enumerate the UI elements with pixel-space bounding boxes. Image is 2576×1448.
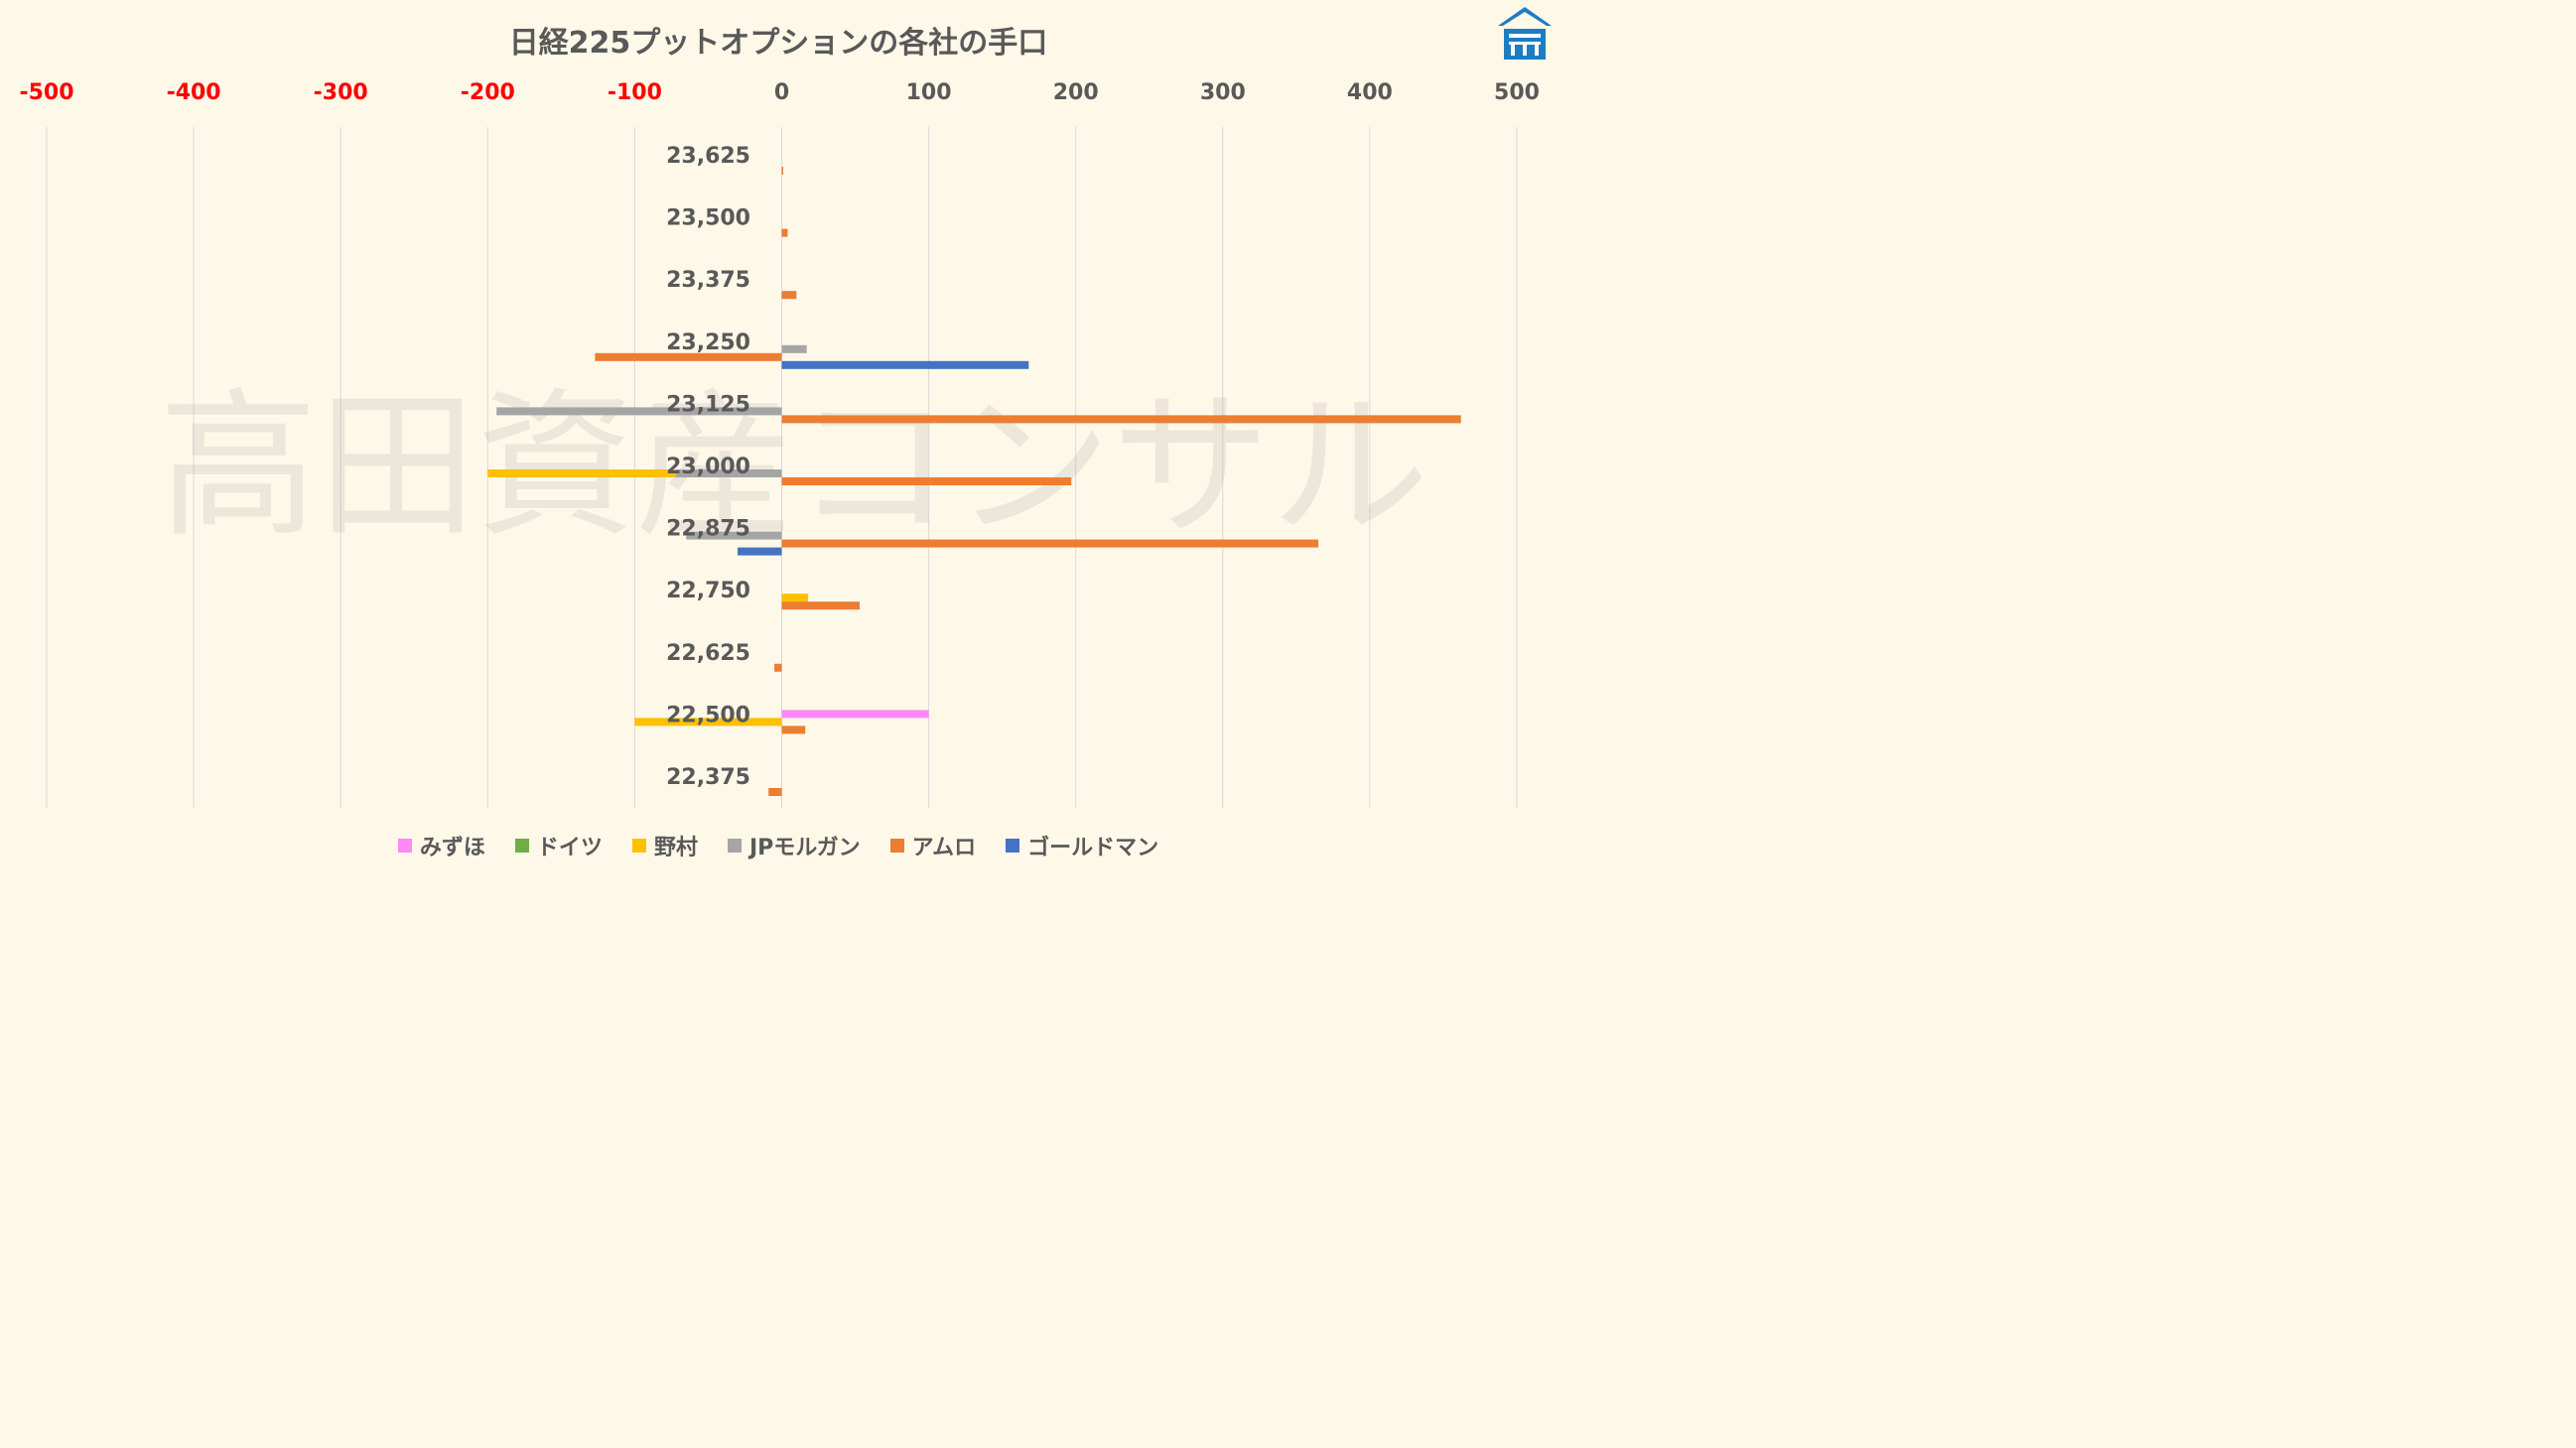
legend-swatch — [1006, 839, 1020, 853]
chart-legend: みずほ ドイツ 野村 JPモルガン アムロ ゴールドマン — [0, 830, 1557, 861]
legend-item-jpmorgan: JPモルガン — [727, 830, 861, 861]
category-label: 22,625 — [666, 641, 750, 666]
x-tick-label: 400 — [1347, 80, 1393, 105]
bar-5-3 — [781, 360, 1029, 369]
bar-5-6 — [738, 547, 782, 556]
bar-4-10 — [768, 788, 782, 796]
category-label: 23,375 — [666, 268, 750, 293]
bar-4-6 — [781, 539, 1319, 548]
bar-4-9 — [781, 725, 806, 734]
category-label: 23,625 — [666, 144, 750, 169]
chart-canvas: 高田資産コンサル -500 -400 -300 -200 -100 0 100 200 300 40… — [19, 80, 1540, 808]
legend-label: アムロ — [911, 836, 977, 860]
x-tick-label: -100 — [608, 80, 662, 105]
watermark-text: 高田資産コンサル — [159, 373, 1429, 559]
legend-label: 野村 — [653, 836, 698, 860]
bar-2-9 — [634, 718, 782, 726]
x-tick-label: 100 — [906, 80, 952, 105]
legend-swatch — [514, 839, 529, 853]
legend-swatch — [889, 839, 904, 853]
category-label: 22,500 — [666, 703, 750, 727]
company-logo-icon — [1495, 4, 1555, 64]
category-label: 22,375 — [666, 765, 750, 790]
legend-swatch — [727, 839, 742, 853]
x-tick-label: -200 — [461, 80, 515, 105]
legend-swatch — [397, 839, 412, 853]
bar-0-9 — [781, 710, 929, 719]
bar-4-7 — [781, 601, 860, 610]
x-tick-label: -300 — [314, 80, 368, 105]
bar-4-0 — [781, 167, 783, 175]
bar-4-2 — [781, 291, 797, 300]
chart-title: 日経225プットオプションの各社の手口 — [508, 26, 1048, 61]
legend-item-nomura: 野村 — [631, 830, 698, 861]
bar-3-6 — [686, 531, 782, 540]
bar-4-4 — [781, 415, 1461, 424]
category-label: 23,000 — [666, 455, 750, 479]
legend-item-mizuho: みずほ — [397, 830, 485, 861]
bar-3-4 — [496, 407, 782, 416]
legend-swatch — [631, 839, 646, 853]
x-tick-label: 200 — [1053, 80, 1099, 105]
legend-label: JPモルガン — [748, 836, 861, 860]
legend-item-amro: アムロ — [889, 830, 977, 861]
legend-label: ドイツ — [536, 836, 603, 860]
category-label: 22,750 — [666, 579, 750, 603]
bar-3-5 — [675, 469, 782, 477]
bar-3-3 — [781, 344, 807, 353]
x-tick-label: 0 — [774, 80, 789, 105]
bar-4-5 — [781, 477, 1072, 485]
legend-item-deutsche: ドイツ — [514, 830, 603, 861]
category-label: 22,875 — [666, 517, 750, 542]
chart-container: 高田資産コンサル -500 -400 -300 -200 -100 0 100 200 300 40… — [0, 0, 1557, 874]
legend-label: ゴールドマン — [1027, 836, 1159, 860]
bar-2-7 — [781, 593, 809, 602]
x-tick-label: 300 — [1200, 80, 1246, 105]
bar-4-1 — [781, 228, 788, 237]
legend-item-goldman: ゴールドマン — [1006, 830, 1158, 861]
x-tick-label: -400 — [167, 80, 221, 105]
bar-4-8 — [774, 663, 782, 672]
category-label: 23,125 — [666, 392, 750, 417]
bar-4-3 — [595, 352, 782, 361]
legend-label: みずほ — [419, 836, 485, 860]
bar-2-5 — [487, 469, 782, 477]
x-tick-label: 500 — [1494, 80, 1540, 105]
x-tick-label: -500 — [19, 80, 73, 105]
category-label: 23,500 — [666, 206, 750, 231]
category-label: 23,250 — [666, 330, 750, 355]
